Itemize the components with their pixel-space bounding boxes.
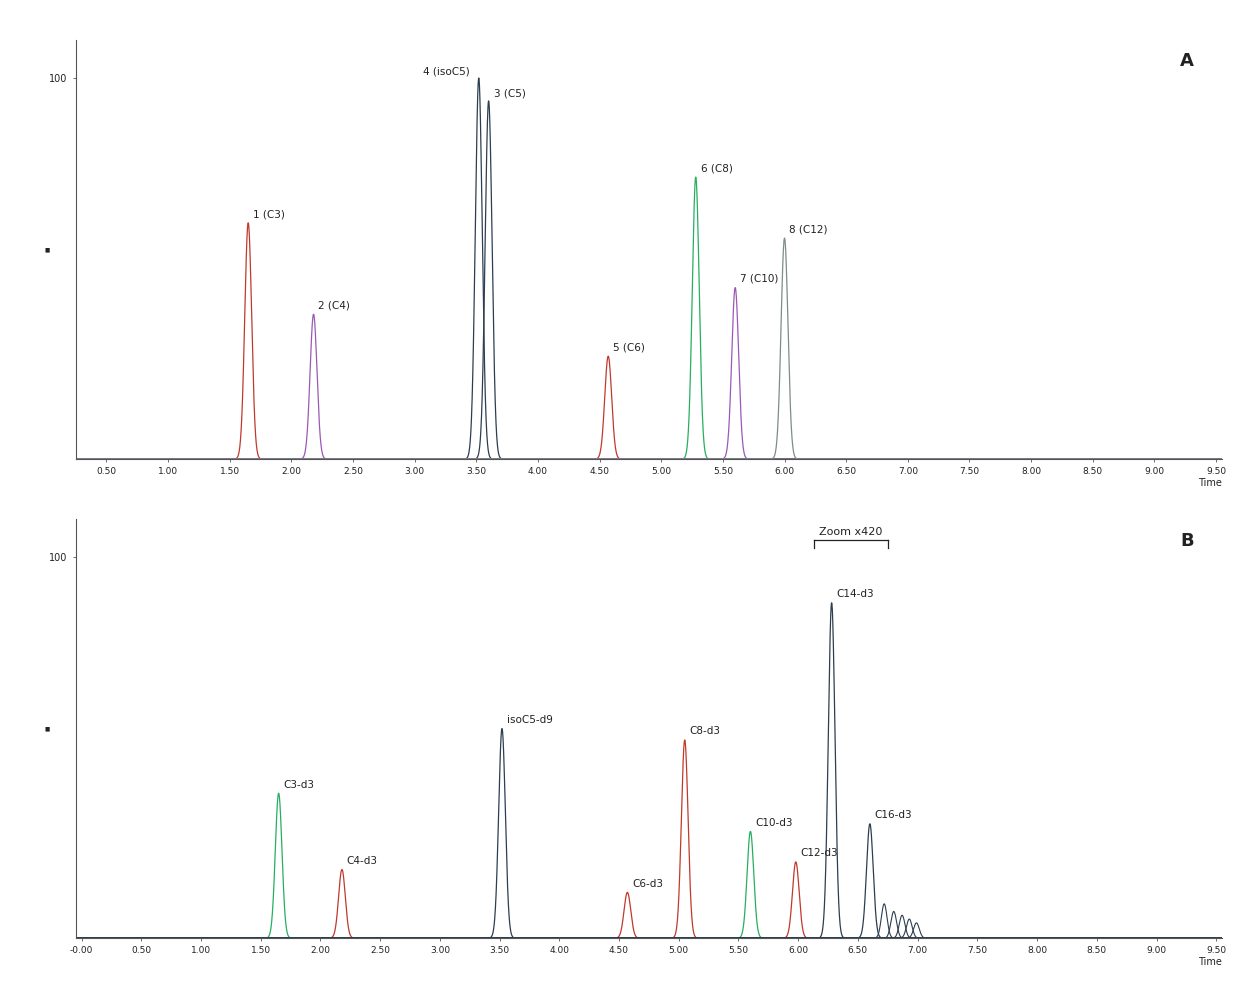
Text: B: B	[1179, 532, 1193, 550]
Text: C10-d3: C10-d3	[755, 817, 793, 827]
Text: ■: ■	[44, 726, 49, 732]
Text: Zoom x420: Zoom x420	[819, 527, 882, 537]
Text: C6-d3: C6-d3	[633, 878, 663, 888]
Text: C12-d3: C12-d3	[800, 848, 838, 858]
Text: 8 (C12): 8 (C12)	[790, 225, 828, 235]
Text: C16-d3: C16-d3	[874, 810, 912, 820]
Text: Time: Time	[1198, 957, 1222, 967]
Text: Time: Time	[1198, 478, 1222, 488]
Text: C4-d3: C4-d3	[346, 855, 378, 865]
Text: 2 (C4): 2 (C4)	[319, 300, 350, 310]
Text: C3-d3: C3-d3	[284, 779, 315, 789]
Text: 4 (isoC5): 4 (isoC5)	[423, 66, 470, 76]
Text: 3 (C5): 3 (C5)	[494, 89, 525, 99]
Text: 5 (C6): 5 (C6)	[614, 342, 645, 352]
Text: 1 (C3): 1 (C3)	[253, 209, 285, 219]
Text: 7 (C10): 7 (C10)	[740, 273, 779, 283]
Text: isoC5-d9: isoC5-d9	[507, 715, 553, 725]
Text: C14-d3: C14-d3	[837, 589, 874, 599]
Text: ■: ■	[44, 247, 49, 252]
Text: C8-d3: C8-d3	[689, 727, 721, 737]
Text: 6 (C8): 6 (C8)	[701, 164, 732, 174]
Text: A: A	[1179, 53, 1193, 71]
